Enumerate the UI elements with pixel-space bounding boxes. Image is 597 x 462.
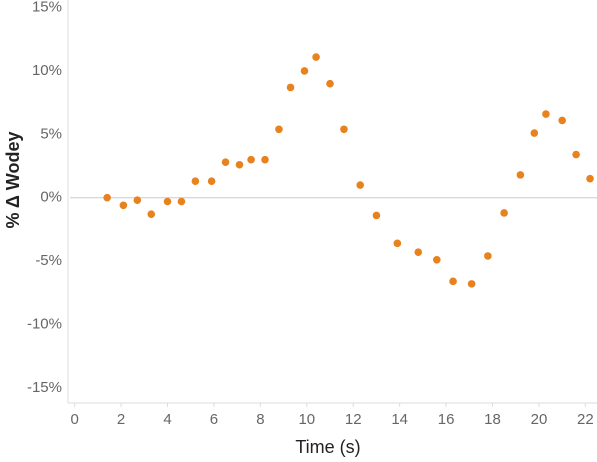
point: [119, 201, 128, 210]
point: [300, 67, 309, 75]
point: [326, 79, 334, 88]
x-tick-label: 8: [256, 411, 264, 428]
point: [235, 160, 244, 169]
point: [372, 211, 381, 220]
x-tick-label: 16: [438, 411, 455, 428]
point: [275, 125, 283, 134]
point: [261, 155, 269, 164]
point: [247, 155, 255, 164]
point: [133, 196, 142, 205]
point: [530, 129, 539, 137]
point: [340, 125, 348, 134]
point: [433, 255, 441, 264]
point: [103, 193, 111, 202]
point: [542, 110, 550, 118]
y-tick-label: -10%: [27, 315, 62, 332]
y-tick-label: 0%: [40, 189, 62, 206]
point: [572, 150, 580, 159]
point: [312, 53, 320, 61]
y-axis-title: % Δ Wodey: [3, 132, 23, 229]
y-tick-label: 10%: [32, 62, 62, 79]
point: [586, 174, 594, 183]
y-tick-label: -5%: [35, 252, 62, 269]
x-tick-label: 14: [391, 411, 408, 428]
y-tick-label: 5%: [40, 125, 62, 142]
point: [516, 171, 525, 179]
y-tick-label: 15%: [32, 0, 62, 16]
point: [467, 280, 476, 288]
x-tick-label: 6: [210, 411, 218, 428]
point: [221, 158, 230, 167]
point: [147, 210, 156, 218]
point: [484, 252, 492, 260]
point: [286, 83, 295, 92]
x-tick-label: 22: [577, 411, 594, 428]
x-tick-label: 10: [298, 411, 315, 428]
point: [356, 181, 364, 189]
x-axis-title: Time (s): [295, 437, 360, 457]
x-tick-label: 12: [345, 411, 362, 428]
x-tick-label: 2: [117, 411, 125, 428]
point: [177, 197, 186, 206]
point: [207, 177, 216, 186]
y-tick-label: -15%: [27, 379, 62, 396]
point: [393, 239, 402, 248]
point: [558, 116, 566, 125]
x-tick-label: 4: [163, 411, 171, 428]
point: [163, 197, 172, 206]
point: [414, 248, 423, 256]
point: [500, 209, 508, 217]
x-tick-label: 20: [531, 411, 548, 428]
point: [191, 177, 200, 186]
x-tick-label: 0: [70, 411, 78, 428]
point: [449, 277, 457, 286]
x-tick-label: 18: [484, 411, 501, 428]
